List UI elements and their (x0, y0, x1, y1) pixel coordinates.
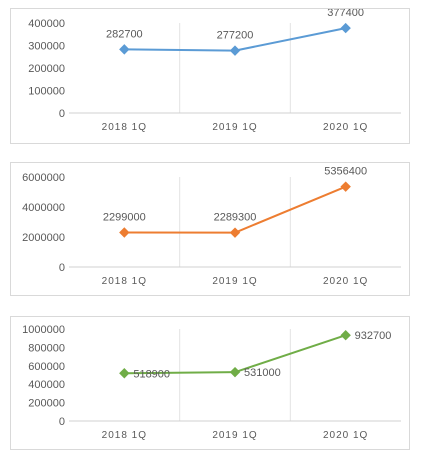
x-tick-label: 2018 1Q (102, 122, 147, 133)
line-chart-1: 0 100000 200000 300000 400000 2018 1Q 2019 1Q 2… (28, 9, 401, 133)
data-label: 5356400 (324, 166, 367, 178)
x-tick-label: 2020 1Q (323, 122, 368, 133)
y-tick-label: 1000000 (22, 324, 65, 336)
line-chart-2: 0 2000000 4000000 6000000 2018 1Q 2019 1Q 2020… (22, 166, 401, 287)
y-tick-label: 200000 (28, 398, 65, 410)
y-tick-label: 200000 (28, 63, 65, 75)
data-point-marker (119, 227, 130, 238)
series-line (124, 185, 347, 234)
data-point-marker (340, 329, 351, 341)
line-chart-3: 0 200000 400000 600000 800000 1000000 2018 1Q 2… (22, 324, 401, 441)
y-tick-label: 6000000 (22, 172, 65, 184)
data-label: 377400 (327, 9, 364, 19)
y-tick-label: 2000000 (22, 232, 65, 244)
data-point-marker (119, 44, 130, 55)
data-point-marker (229, 366, 241, 378)
chart-panel-2: 0 2000000 4000000 6000000 2018 1Q 2019 1Q 2020… (10, 162, 410, 296)
data-label: 518900 (133, 368, 170, 380)
y-tick-label: 0 (59, 262, 65, 274)
data-point-marker (229, 227, 241, 238)
y-tick-label: 600000 (28, 361, 65, 373)
y-tick-label: 4000000 (22, 202, 65, 214)
x-tick-label: 2019 1Q (212, 430, 257, 441)
x-tick-label: 2020 1Q (323, 276, 368, 287)
y-tick-label: 0 (59, 108, 65, 120)
data-point-marker (340, 22, 351, 34)
x-tick-label: 2018 1Q (102, 430, 147, 441)
data-label: 2299000 (103, 212, 146, 224)
y-tick-label: 400000 (28, 18, 65, 30)
data-label: 531000 (244, 367, 281, 379)
data-label: 282700 (106, 28, 143, 40)
chart-panel-1: 0 100000 200000 300000 400000 2018 1Q 2019 1Q 2… (10, 8, 410, 144)
data-label: 277200 (217, 30, 254, 42)
y-tick-label: 400000 (28, 379, 65, 391)
data-label: 932700 (355, 330, 392, 342)
data-point-marker (340, 181, 351, 192)
data-point-marker (119, 368, 130, 379)
data-point-marker (229, 45, 241, 56)
y-tick-label: 300000 (28, 41, 65, 53)
y-tick-label: 100000 (28, 86, 65, 98)
x-tick-label: 2019 1Q (212, 276, 257, 287)
x-tick-label: 2020 1Q (323, 430, 368, 441)
chart-panel-3: 0 200000 400000 600000 800000 1000000 2018 1Q 2… (10, 316, 410, 450)
x-tick-label: 2019 1Q (212, 122, 257, 133)
y-tick-label: 800000 (28, 342, 65, 354)
data-label: 2289300 (214, 212, 257, 224)
y-tick-label: 0 (59, 416, 65, 428)
x-tick-label: 2018 1Q (102, 276, 147, 287)
